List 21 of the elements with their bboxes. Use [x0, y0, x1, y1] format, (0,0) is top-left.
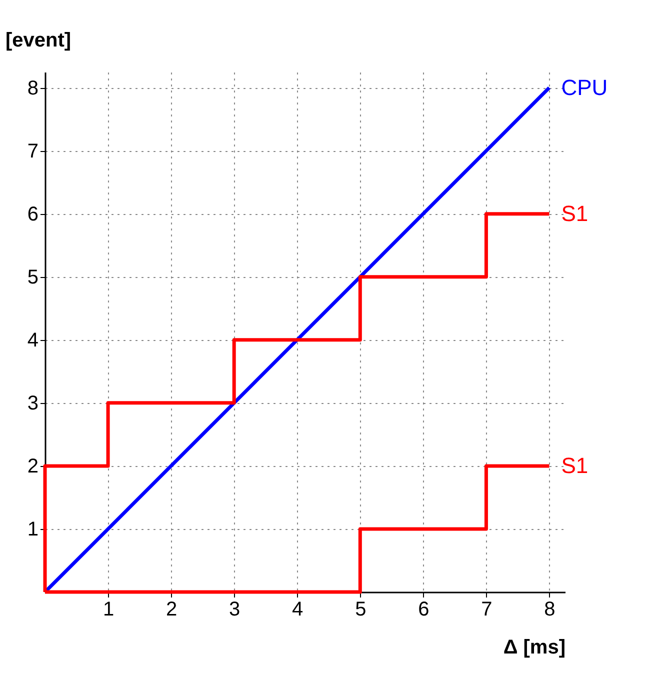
series-label: S1 [561, 200, 588, 226]
y-tick-label: 2 [27, 455, 38, 478]
y-tick-label: 4 [27, 329, 38, 352]
x-tick-label: 5 [355, 598, 366, 620]
y-tick-label: 1 [27, 518, 38, 540]
x-tick-label: 1 [102, 598, 114, 620]
x-tick-label: 6 [418, 598, 430, 620]
y-tick-label: 7 [27, 140, 38, 162]
x-tick-label: 8 [544, 598, 556, 620]
series-label: CPU [561, 74, 608, 100]
x-tick-label: 2 [166, 598, 178, 620]
y-tick-label: 3 [27, 392, 38, 414]
y-axis-title: [event] [6, 30, 72, 52]
y-tick-label: 6 [27, 203, 38, 226]
y-tick-label: 8 [27, 77, 38, 100]
y-tick-label: 5 [27, 266, 38, 288]
x-tick-label: 4 [292, 598, 304, 620]
x-tick-label: 7 [481, 598, 492, 620]
x-tick-label: 3 [229, 598, 240, 620]
series-label: S1 [561, 452, 588, 478]
x-axis-title: Δ [ms] [503, 636, 566, 658]
